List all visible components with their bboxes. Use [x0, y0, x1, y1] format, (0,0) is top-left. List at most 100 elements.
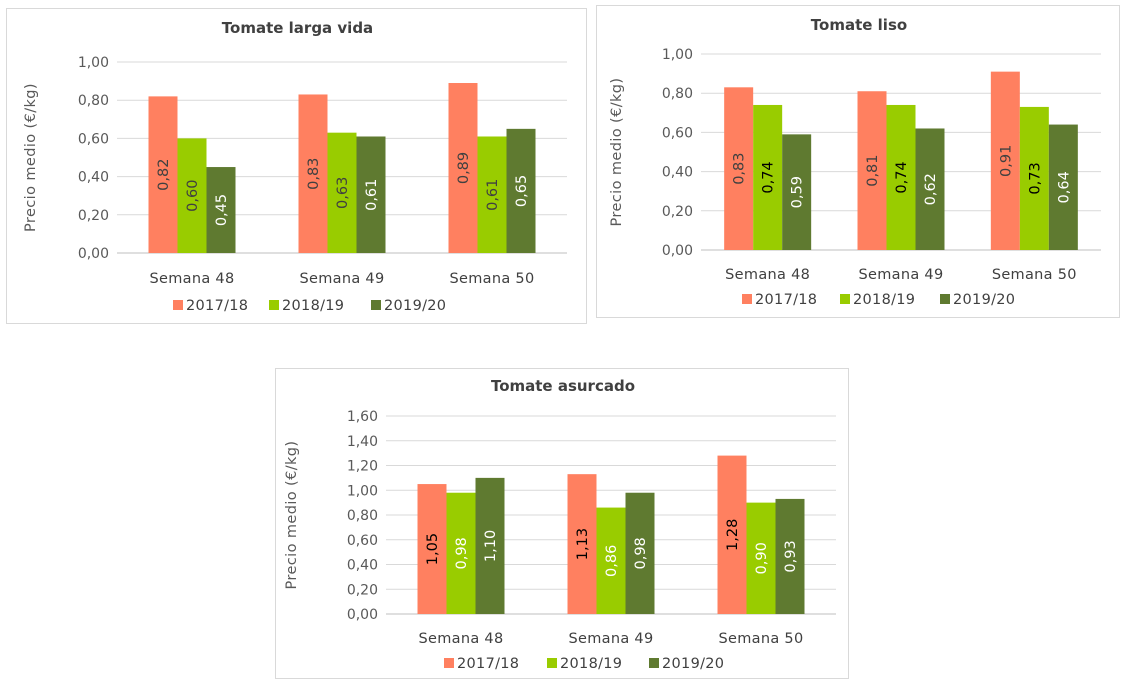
data-label: 0,91 — [998, 145, 1014, 177]
bar — [724, 87, 754, 250]
bar — [596, 507, 626, 614]
bar-chart: Tomate larga vida 0,00 0,20 0,40 0,60 0,80 1,0… — [23, 19, 567, 314]
y-axis-label: Precio medio (€/kg) — [609, 78, 625, 227]
data-label: 0,83 — [732, 153, 748, 185]
category-label: Semana 48 — [725, 267, 810, 283]
data-label: 0,59 — [790, 176, 806, 208]
data-label: 0,64 — [1056, 171, 1072, 203]
y-tick-label: 0,80 — [347, 508, 378, 524]
data-label: 0,61 — [364, 179, 380, 211]
y-tick-label: 0,60 — [662, 125, 693, 141]
bar — [990, 71, 1020, 250]
bar — [753, 104, 783, 251]
bar — [477, 136, 507, 253]
legend-entry: 2019/20 — [662, 656, 724, 672]
bar — [886, 104, 916, 251]
chart-title: Tomate liso — [811, 16, 907, 34]
bar — [356, 136, 386, 253]
y-tick-label: 1,00 — [78, 55, 109, 71]
bar — [206, 167, 236, 253]
data-label: 0,63 — [335, 177, 351, 209]
data-label: 0,45 — [214, 194, 230, 226]
bar — [775, 498, 805, 614]
data-label: 0,90 — [754, 542, 770, 574]
data-label: 1,10 — [483, 530, 499, 562]
category-label: Semana 49 — [300, 271, 385, 287]
legend-entry: 2018/19 — [853, 292, 915, 308]
data-label: 0,83 — [306, 158, 322, 190]
data-label: 0,74 — [894, 161, 910, 193]
y-tick-label: 0,00 — [662, 243, 693, 259]
legend-swatch — [547, 658, 557, 668]
y-tick-label: 0,80 — [662, 86, 693, 102]
bar — [417, 484, 447, 614]
legend-swatch — [371, 300, 381, 310]
bar — [857, 91, 887, 251]
category-label: Semana 48 — [419, 631, 504, 647]
legend-swatch — [840, 294, 850, 304]
y-tick-label: 0,00 — [347, 607, 378, 623]
chart-panel-larga-vida: Tomate larga vida 0,00 0,20 0,40 0,60 0,80 1,0… — [6, 8, 587, 324]
y-axis-label: Precio medio (€/kg) — [23, 83, 39, 232]
data-label: 0,61 — [485, 179, 501, 211]
data-label: 0,65 — [514, 175, 530, 207]
chart-panel-liso: Tomate liso 0,00 0,20 0,40 0,60 0,80 1,00 Preci… — [596, 5, 1120, 318]
chart-title: Tomate asurcado — [491, 377, 635, 395]
bar — [782, 134, 812, 250]
y-tick-label: 0,20 — [347, 582, 378, 598]
chart-panel-asurcado: Tomate asurcado 0,00 0,20 0,40 0,60 0,80 1,00 1… — [275, 368, 849, 679]
bar — [327, 132, 357, 253]
category-label: Semana 50 — [992, 267, 1077, 283]
y-tick-label: 0,20 — [662, 204, 693, 220]
data-label: 0,74 — [761, 161, 777, 193]
legend-swatch — [173, 300, 183, 310]
data-label: 0,62 — [923, 173, 939, 205]
bar — [148, 96, 178, 253]
bar — [448, 83, 478, 253]
y-tick-label: 1,60 — [347, 409, 378, 425]
bar — [177, 138, 207, 253]
y-tick-label: 1,20 — [347, 459, 378, 475]
data-label: 1,28 — [725, 519, 741, 551]
data-label: 0,82 — [156, 159, 172, 191]
legend-swatch — [742, 294, 752, 304]
legend-swatch — [444, 658, 454, 668]
data-label: 0,86 — [604, 545, 620, 577]
legend-entry: 2017/18 — [755, 292, 817, 308]
data-label: 0,81 — [865, 154, 881, 186]
data-label: 0,93 — [783, 540, 799, 572]
category-label: Semana 50 — [450, 271, 535, 287]
data-label: 0,73 — [1027, 162, 1043, 194]
data-label: 0,60 — [185, 180, 201, 212]
category-label: Semana 48 — [150, 271, 235, 287]
bar — [746, 502, 776, 614]
bar-chart: Tomate asurcado 0,00 0,20 0,40 0,60 0,80 1,00 1… — [284, 377, 836, 672]
data-label: 0,98 — [454, 537, 470, 569]
legend-entry: 2017/18 — [186, 298, 248, 314]
data-label: 1,13 — [575, 528, 591, 560]
y-tick-label: 1,40 — [347, 434, 378, 450]
bar — [567, 474, 597, 614]
y-tick-label: 1,00 — [662, 47, 693, 63]
bar-chart: Tomate liso 0,00 0,20 0,40 0,60 0,80 1,00 Preci… — [609, 16, 1101, 308]
category-label: Semana 50 — [719, 631, 804, 647]
y-tick-label: 0,40 — [347, 558, 378, 574]
data-label: 1,05 — [425, 533, 441, 565]
bar — [475, 477, 505, 614]
bar — [915, 128, 945, 250]
bar — [446, 492, 476, 614]
legend-entry: 2017/18 — [457, 656, 519, 672]
data-label: 0,98 — [633, 537, 649, 569]
y-tick-label: 0,00 — [78, 246, 109, 262]
y-tick-label: 0,20 — [78, 208, 109, 224]
y-tick-label: 0,40 — [662, 165, 693, 181]
category-label: Semana 49 — [859, 267, 944, 283]
y-tick-label: 0,60 — [78, 131, 109, 147]
bar — [1019, 106, 1049, 250]
legend-swatch — [649, 658, 659, 668]
bar — [1048, 124, 1078, 250]
bar — [625, 492, 655, 614]
legend-swatch — [940, 294, 950, 304]
y-tick-label: 1,00 — [347, 483, 378, 499]
bar — [506, 128, 536, 253]
